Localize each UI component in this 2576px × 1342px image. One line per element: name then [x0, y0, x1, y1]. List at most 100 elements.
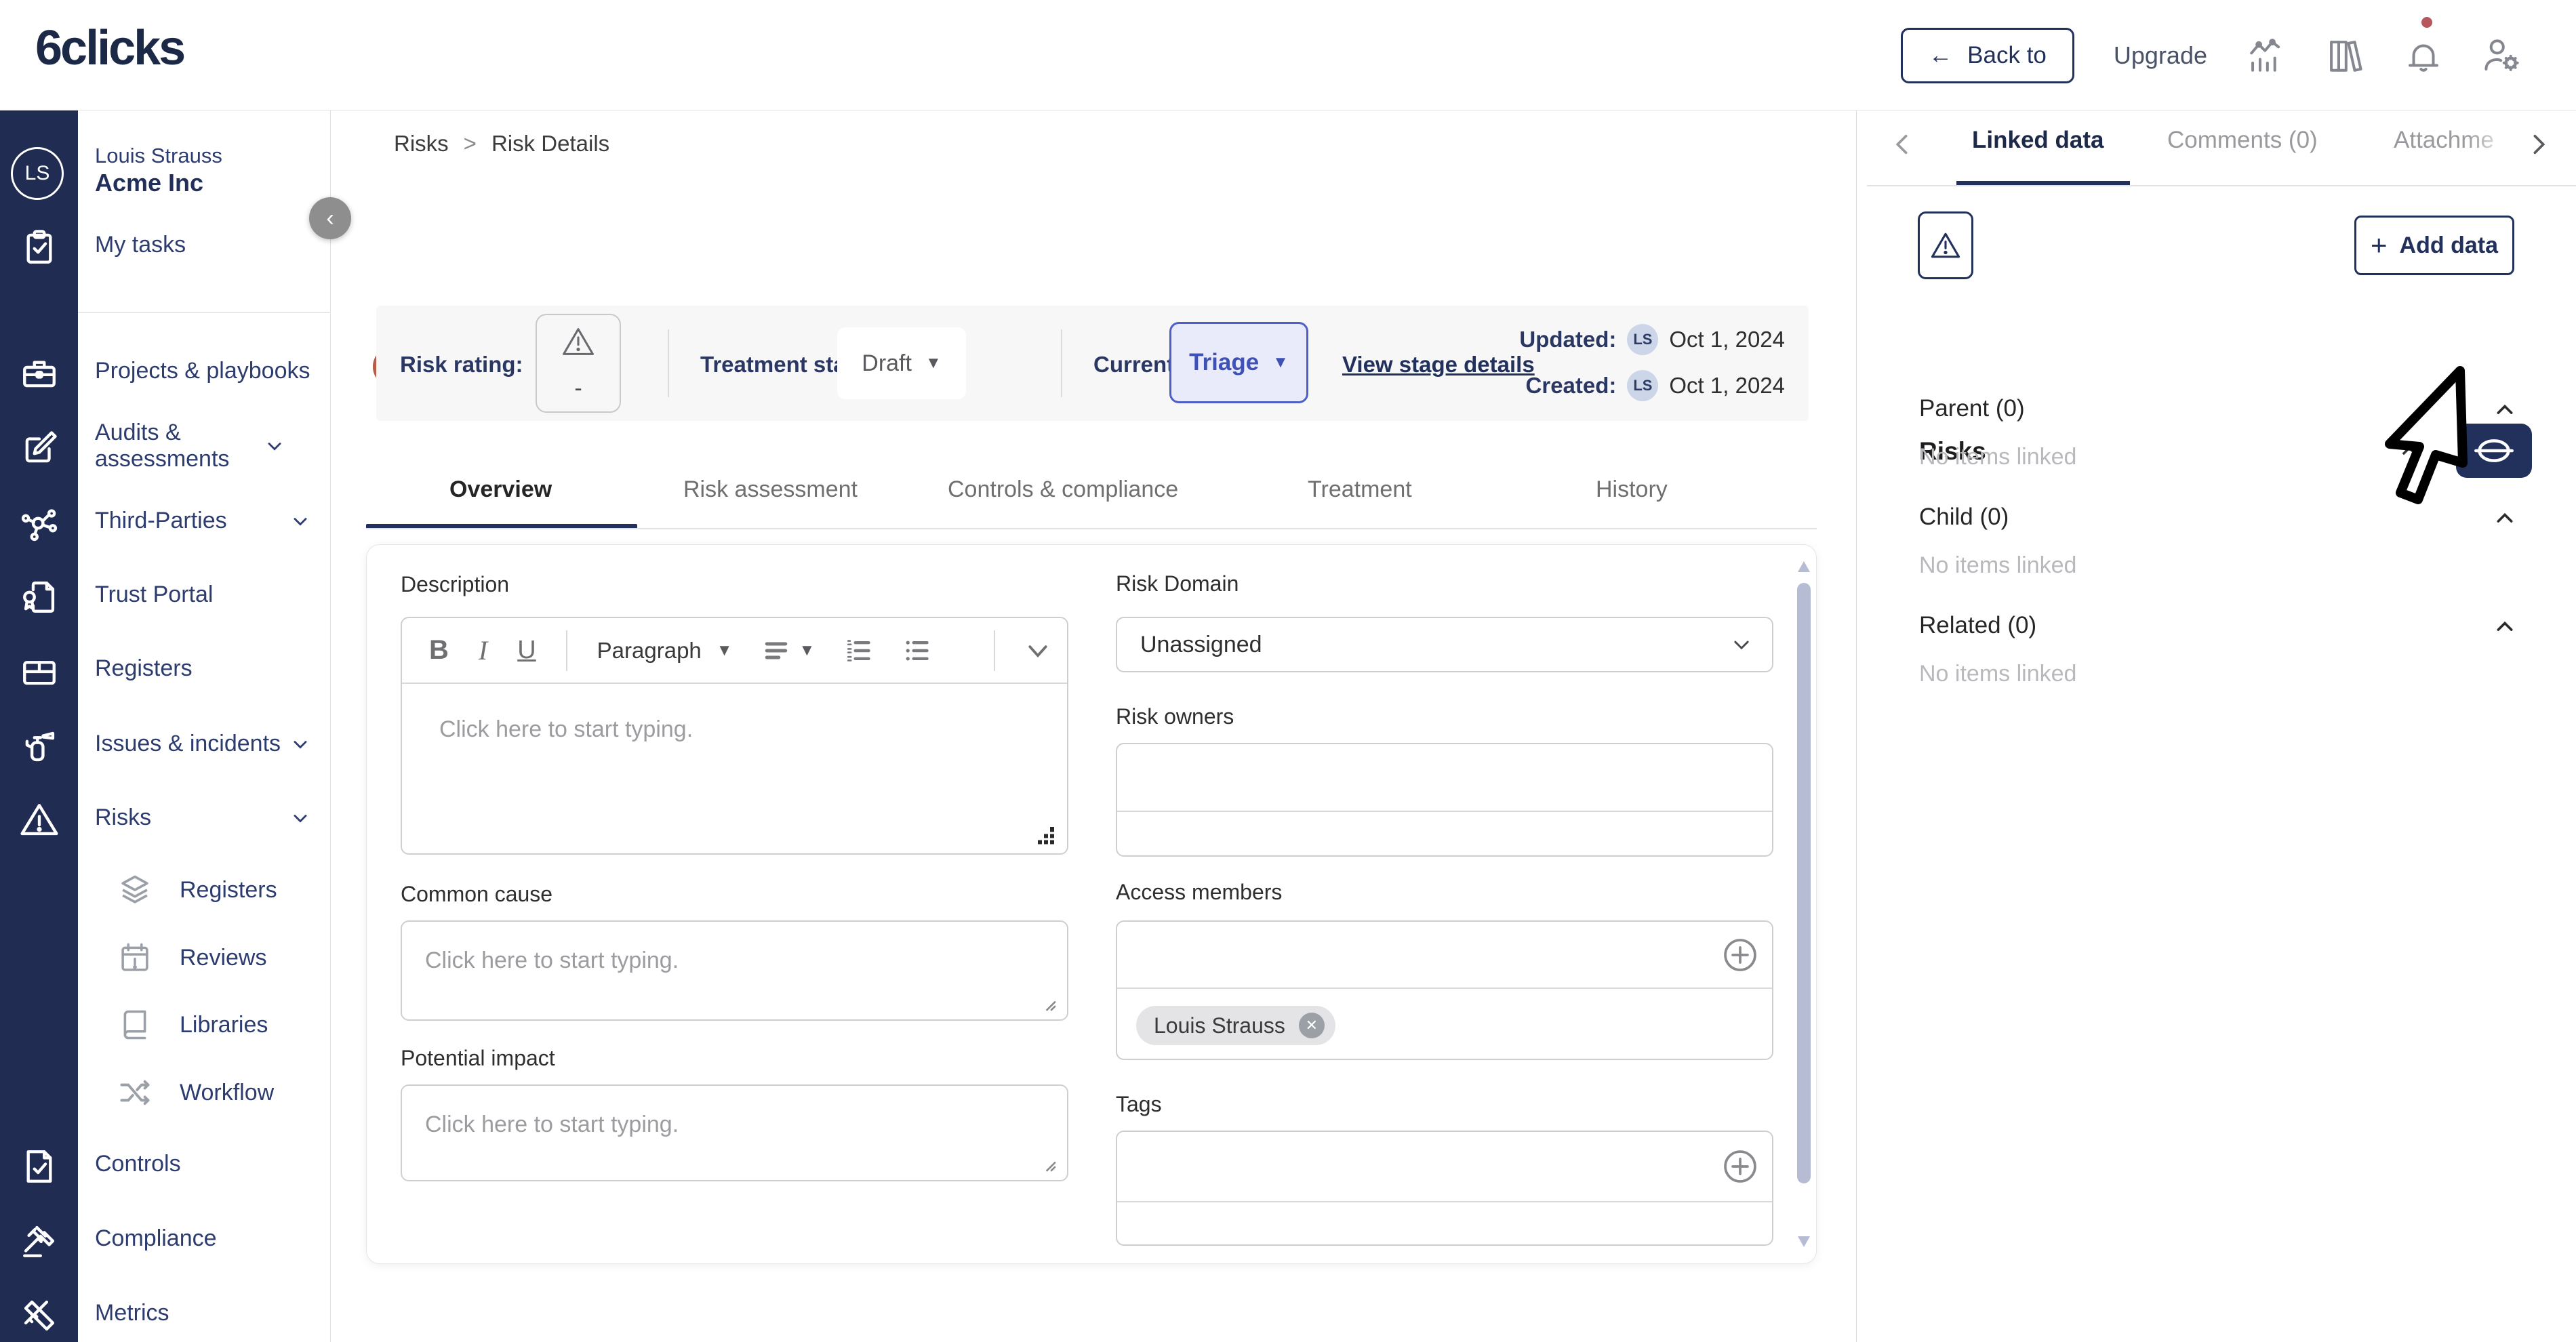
risk-rating-box[interactable]: - [536, 314, 621, 413]
sidebar-item-my-tasks[interactable]: My tasks [95, 232, 186, 258]
description-input[interactable]: Click here to start typing. [402, 684, 1067, 853]
sidebar-item-third-parties[interactable]: Third-Parties [95, 508, 319, 534]
warning-triangle-icon [561, 326, 595, 357]
projects-icon[interactable] [20, 354, 59, 393]
collapse-related-icon[interactable] [2493, 615, 2517, 639]
treatment-status-dropdown[interactable]: Draft ▼ [837, 327, 966, 399]
upgrade-link[interactable]: Upgrade [2113, 41, 2207, 69]
access-members-input[interactable]: Louis Strauss ✕ [1116, 920, 1773, 1060]
risk-domain-select[interactable]: Unassigned [1116, 617, 1773, 672]
scroll-up-arrow[interactable] [1798, 561, 1810, 572]
sidebar-subitem-reviews[interactable]: Reviews [117, 940, 321, 975]
scrollbar-thumb[interactable] [1797, 583, 1811, 1183]
unlink-icon[interactable]: ✕ [2399, 434, 2420, 462]
bullet-list-button[interactable] [903, 636, 931, 665]
tabs-baseline [1867, 185, 2576, 186]
card-scrollbar[interactable] [1797, 554, 1811, 1254]
sidebar-item-risks[interactable]: Risks [95, 805, 319, 831]
sidebar-item-controls[interactable]: Controls [95, 1151, 181, 1177]
risk-warning-button[interactable] [1918, 211, 1973, 279]
sidebar-subitem-libraries[interactable]: Libraries [117, 1007, 321, 1042]
potential-impact-input[interactable]: Click here to start typing. [401, 1084, 1068, 1181]
link-button[interactable] [2456, 424, 2532, 478]
description-label: Description [401, 572, 510, 596]
tab-overview[interactable]: Overview [449, 476, 552, 502]
sidebar-subitem-workflow[interactable]: Workflow [117, 1075, 321, 1110]
user-settings-icon[interactable] [2482, 36, 2522, 75]
view-stage-details-link[interactable]: View stage details [1342, 352, 1535, 377]
created-row: Created: LS Oct 1, 2024 [1526, 370, 1785, 401]
meta-divider [1061, 329, 1062, 397]
compliance-icon[interactable] [20, 1221, 59, 1261]
metrics-icon[interactable] [20, 1296, 59, 1335]
tabs-scroll-left-icon[interactable] [1889, 131, 1916, 158]
risk-rating-value: - [574, 375, 582, 401]
tab-treatment[interactable]: Treatment [1308, 476, 1412, 502]
common-cause-input[interactable]: Click here to start typing. [401, 920, 1068, 1021]
active-tab-indicator [366, 524, 637, 529]
sidebar-user-block[interactable]: Louis Strauss Acme Inc [95, 143, 222, 197]
created-label: Created: [1525, 373, 1617, 398]
sidebar-item-trust-portal[interactable]: Trust Portal [95, 582, 214, 607]
sidebar-item-issues[interactable]: Issues & incidents [95, 731, 319, 757]
sidebar-item-compliance[interactable]: Compliance [95, 1225, 217, 1251]
child-group-label: Child (0) [1919, 504, 2009, 530]
risk-owners-input[interactable] [1116, 743, 1773, 857]
sidebar-item-metrics[interactable]: Metrics [95, 1300, 169, 1326]
current-stage-dropdown[interactable]: Triage ▼ [1169, 322, 1308, 403]
caret-down-icon: ▼ [799, 640, 816, 659]
controls-icon[interactable] [20, 1147, 59, 1186]
notifications-bell-icon[interactable] [2404, 16, 2443, 75]
tabs-scroll-right-icon[interactable] [2524, 131, 2552, 158]
sidebar-subitem-registers[interactable]: Registers [117, 872, 321, 908]
collapse-parent-icon[interactable] [2493, 398, 2517, 422]
add-data-button[interactable]: + Add data [2354, 216, 2514, 275]
tab-controls-compliance[interactable]: Controls & compliance [948, 476, 1179, 502]
created-by-avatar: LS [1627, 370, 1659, 401]
sidebar-item-audits[interactable]: Audits & assessments [95, 420, 319, 472]
tab-risk-assessment[interactable]: Risk assessment [683, 476, 858, 502]
resize-handle-icon[interactable] [1040, 995, 1058, 1013]
tab-history[interactable]: History [1596, 476, 1668, 502]
avatar[interactable]: LS [11, 147, 64, 200]
bold-button[interactable]: B [429, 635, 449, 665]
updated-date: Oct 1, 2024 [1669, 327, 1785, 352]
third-parties-icon[interactable] [20, 504, 59, 543]
remove-member-icon[interactable]: ✕ [1298, 1013, 1325, 1038]
trust-portal-icon[interactable] [20, 577, 59, 617]
tab-comments[interactable]: Comments (0) [2167, 127, 2318, 153]
breadcrumb: Risks > Risk Details [394, 131, 609, 157]
registers-icon[interactable] [20, 651, 59, 691]
library-icon[interactable] [2325, 36, 2364, 75]
risks-icon[interactable] [20, 800, 59, 840]
chevron-down-icon [290, 808, 310, 828]
related-empty-text: No items linked [1919, 661, 2077, 687]
sidebar-collapse-button[interactable]: ‹ [309, 197, 351, 239]
add-tag-icon[interactable] [1722, 1148, 1758, 1185]
tab-linked-data[interactable]: Linked data [1972, 127, 2104, 153]
audits-icon[interactable] [20, 429, 59, 468]
issues-icon[interactable] [20, 727, 59, 766]
my-tasks-icon[interactable] [20, 228, 59, 267]
underline-button[interactable]: U [517, 636, 536, 664]
resize-handle-icon[interactable] [1040, 1156, 1058, 1173]
sidebar-item-registers[interactable]: Registers [95, 655, 193, 681]
collapse-child-icon[interactable] [2493, 506, 2517, 531]
italic-button[interactable]: I [478, 635, 488, 666]
created-date: Oct 1, 2024 [1669, 373, 1785, 398]
toolbar-more-button[interactable] [1025, 638, 1051, 664]
add-member-icon[interactable] [1722, 937, 1758, 973]
access-members-label: Access members [1116, 880, 1283, 904]
breadcrumb-risks[interactable]: Risks [394, 131, 449, 156]
breadcrumb-separator: > [463, 131, 477, 156]
tags-input[interactable] [1116, 1131, 1773, 1246]
ordered-list-button[interactable] [845, 636, 873, 665]
editor-resize-grip[interactable] [1036, 825, 1056, 845]
align-dropdown[interactable]: ▼ [763, 637, 816, 664]
analytics-icon[interactable] [2247, 36, 2286, 75]
sidebar-item-projects[interactable]: Projects & playbooks [95, 358, 310, 384]
back-to-button[interactable]: ← Back to [1901, 27, 2074, 83]
paragraph-dropdown[interactable]: Paragraph ▼ [597, 637, 733, 663]
scroll-down-arrow[interactable] [1798, 1236, 1810, 1247]
main-content: Risks > Risk Details 1 R Cybersecurity V… [331, 110, 1856, 1342]
